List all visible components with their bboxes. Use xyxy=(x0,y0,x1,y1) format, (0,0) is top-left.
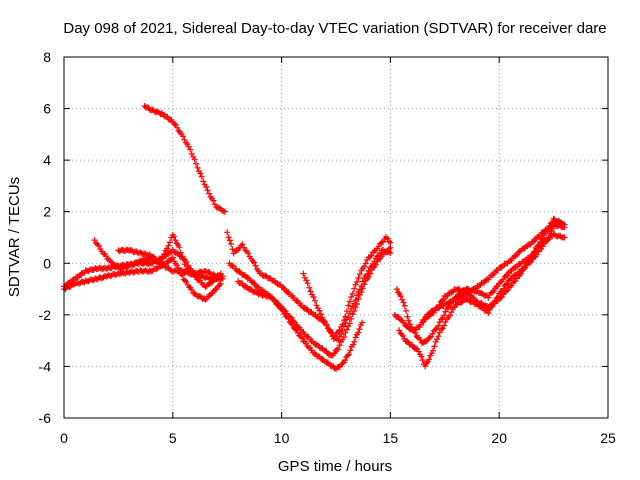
y-tick-label: 4 xyxy=(43,152,51,168)
y-tick-label: 2 xyxy=(43,204,51,220)
y-tick-label: 8 xyxy=(43,49,51,65)
y-axis-label: SDTVAR / TECUs xyxy=(6,177,23,297)
y-tick-label: 0 xyxy=(43,255,51,271)
grid-layer xyxy=(64,57,608,418)
series-track-e xyxy=(141,103,228,215)
x-tick-label: 25 xyxy=(600,430,616,446)
y-tick-label: -2 xyxy=(39,307,52,323)
y-tick-label: -4 xyxy=(39,358,52,374)
chart-title: Day 098 of 2021, Sidereal Day-to-day VTE… xyxy=(63,20,606,37)
plot-frame xyxy=(63,56,609,419)
x-axis-label: GPS time / hours xyxy=(278,458,392,475)
x-tick-label: 15 xyxy=(383,430,399,446)
series-track-m xyxy=(420,215,564,323)
y-tick-label: -6 xyxy=(39,410,52,426)
x-tick-label: 5 xyxy=(169,430,177,446)
x-tick-label: 10 xyxy=(274,430,290,446)
x-tick-label: 0 xyxy=(60,430,68,446)
series-track-d xyxy=(115,246,226,283)
series-track-g xyxy=(226,244,394,359)
x-tick-label: 20 xyxy=(491,430,507,446)
series-track-h xyxy=(235,278,366,373)
data-layer xyxy=(61,103,568,373)
tick-layer: 0 5 10 15 20 25 -6 -4 -2 0 2 4 6 8 xyxy=(39,49,616,446)
y-tick-label: 6 xyxy=(43,101,51,117)
series-track-i xyxy=(300,247,394,344)
